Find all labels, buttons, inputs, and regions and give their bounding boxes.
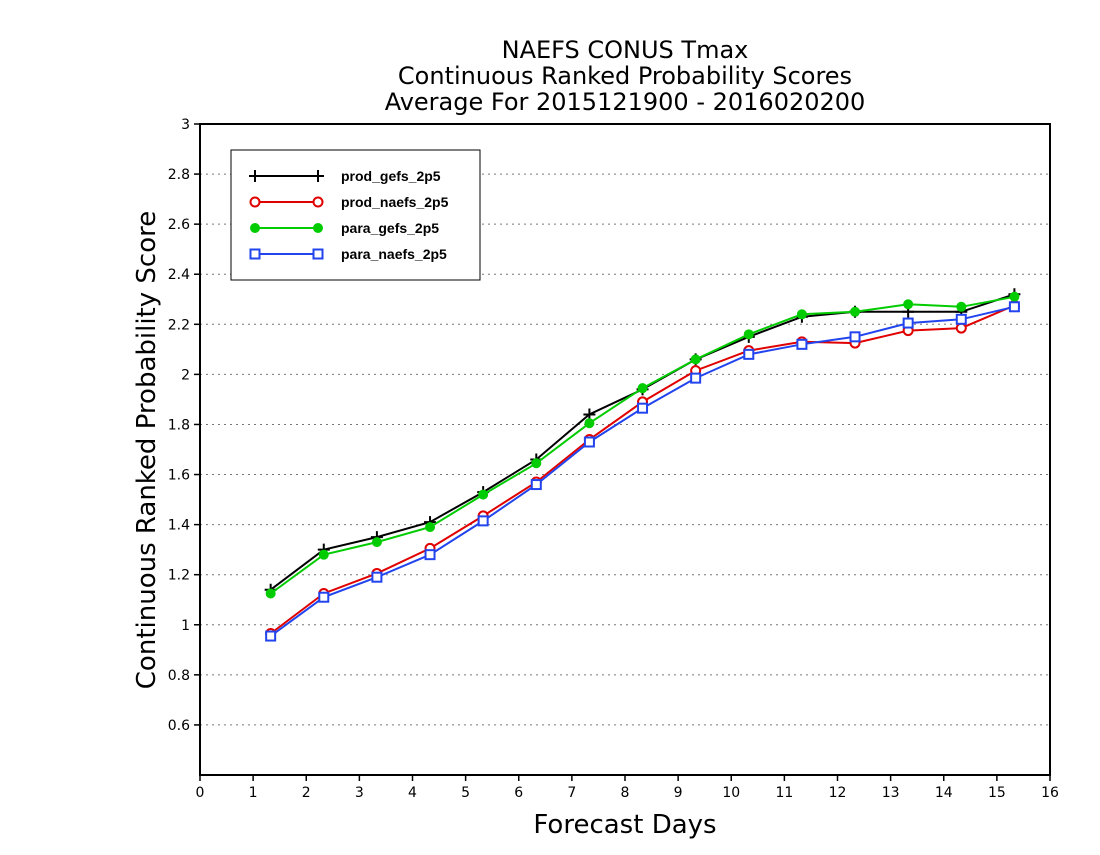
x-axis-title: Forecast Days <box>533 810 716 840</box>
data-point-prod_naefs_2p5 <box>955 322 967 334</box>
data-point-para_naefs_2p5 <box>637 402 649 414</box>
x-tick-label: 12 <box>829 785 847 801</box>
legend-label-para_naefs_2p5: para_naefs_2p5 <box>341 246 447 262</box>
data-point-para_gefs_2p5 <box>318 549 329 560</box>
y-tick-label: 3 <box>181 117 190 133</box>
chart-title-line-2: Continuous Ranked Probability Scores <box>398 62 852 90</box>
data-point-para_naefs_2p5 <box>955 313 967 325</box>
legend-label-prod_gefs_2p5: prod_gefs_2p5 <box>341 168 441 184</box>
y-tick-label: 2.8 <box>168 167 190 183</box>
chart-title-group: NAEFS CONUS Tmax Continuous Ranked Proba… <box>385 36 866 116</box>
data-point-para_naefs_2p5 <box>743 348 755 360</box>
x-tick-label: 15 <box>988 785 1006 801</box>
data-point-para_naefs_2p5 <box>690 372 702 384</box>
y-tick-label: 1.2 <box>168 568 190 584</box>
data-point-para_gefs_2p5 <box>796 309 807 320</box>
y-tick-label: 2.4 <box>168 267 190 283</box>
x-tick-label: 2 <box>302 785 311 801</box>
data-point-para_naefs_2p5 <box>902 317 914 329</box>
data-point-para_gefs_2p5 <box>690 354 701 365</box>
y-tick-label: 1.4 <box>168 518 190 534</box>
x-tick-label: 7 <box>567 785 576 801</box>
x-tick-label: 3 <box>355 785 364 801</box>
chart-title-line-3: Average For 2015121900 - 2016020200 <box>385 88 866 116</box>
chart-title-line-1: NAEFS CONUS Tmax <box>502 36 749 64</box>
data-point-para_gefs_2p5 <box>584 418 595 429</box>
data-point-para_naefs_2p5 <box>318 591 330 603</box>
axis-ticks: 0.60.811.21.41.61.822.22.42.62.830 1 2 3 4 5 6… <box>168 117 1059 801</box>
data-point-para_gefs_2p5 <box>1009 291 1020 302</box>
data-point-para_naefs_2p5 <box>530 479 542 491</box>
data-point-para_gefs_2p5 <box>371 537 382 548</box>
data-point-para_naefs_2p5 <box>796 338 808 350</box>
series-para_naefs_2p5 <box>265 301 1020 642</box>
data-point-para_gefs_2p5 <box>850 306 861 317</box>
data-point-para_gefs_2p5 <box>478 489 489 500</box>
data-point-para_gefs_2p5 <box>743 329 754 340</box>
data-point-para_naefs_2p5 <box>371 571 383 583</box>
y-axis-title: Continuous Ranked Probability Score <box>132 211 162 689</box>
x-tick-label: 14 <box>935 785 953 801</box>
x-tick-label: 5 <box>461 785 470 801</box>
legend-marker-prod_gefs_2p5 <box>312 170 324 182</box>
x-tick-label: 0 <box>196 785 205 801</box>
data-point-para_gefs_2p5 <box>956 301 967 312</box>
data-point-para_naefs_2p5 <box>477 515 489 527</box>
legend-marker-prod_naefs_2p5 <box>249 196 261 208</box>
data-point-para_naefs_2p5 <box>265 630 277 642</box>
x-tick-label: 9 <box>674 785 683 801</box>
series-para_gefs_2p5 <box>265 291 1020 599</box>
series-line-para_gefs_2p5 <box>270 295 1015 595</box>
legend-marker-prod_naefs_2p5 <box>312 196 324 208</box>
data-point-para_naefs_2p5 <box>849 331 861 343</box>
x-tick-label: 1 <box>249 785 258 801</box>
data-point-para_gefs_2p5 <box>903 299 914 310</box>
data-point-para_gefs_2p5 <box>425 522 436 533</box>
legend-marker-para_naefs_2p5 <box>312 248 324 260</box>
series-line-prod_naefs_2p5 <box>270 304 1015 635</box>
y-tick-label: 2 <box>181 367 190 383</box>
series-group <box>264 288 1021 642</box>
legend-marker-para_gefs_2p5 <box>313 223 323 233</box>
y-tick-label: 2.2 <box>168 317 190 333</box>
gridlines <box>200 173 1050 726</box>
x-tick-label: 11 <box>775 785 793 801</box>
legend-marker-para_naefs_2p5 <box>249 248 261 260</box>
data-point-para_naefs_2p5 <box>1008 301 1020 313</box>
data-point-para_naefs_2p5 <box>424 549 436 561</box>
data-point-para_gefs_2p5 <box>265 588 276 599</box>
series-line-prod_gefs_2p5 <box>270 293 1015 591</box>
y-tick-label: 1.6 <box>168 468 190 484</box>
series-prod_naefs_2p5 <box>265 300 1020 640</box>
y-tick-label: 2.6 <box>168 217 190 233</box>
legend-box <box>230 149 481 281</box>
data-point-para_naefs_2p5 <box>583 436 595 448</box>
y-tick-label: 1 <box>181 618 190 634</box>
x-tick-label: 4 <box>408 785 417 801</box>
legend: prod_gefs_2p5 prod_naefs_2p5 para_gefs_2p5… <box>230 149 481 281</box>
x-tick-label: 16 <box>1041 785 1059 801</box>
x-tick-label: 10 <box>722 785 740 801</box>
series-line-para_naefs_2p5 <box>270 305 1015 637</box>
x-tick-label: 6 <box>514 785 523 801</box>
y-tick-label: 0.6 <box>168 718 190 734</box>
y-tick-label: 1.8 <box>168 417 190 433</box>
y-tick-label: 0.8 <box>168 668 190 684</box>
legend-marker-prod_gefs_2p5 <box>249 170 261 182</box>
data-point-para_gefs_2p5 <box>531 458 542 469</box>
data-point-para_gefs_2p5 <box>637 383 648 394</box>
legend-label-prod_naefs_2p5: prod_naefs_2p5 <box>341 194 449 210</box>
x-tick-label: 13 <box>882 785 900 801</box>
legend-label-para_gefs_2p5: para_gefs_2p5 <box>341 220 439 236</box>
legend-marker-para_gefs_2p5 <box>250 223 260 233</box>
x-tick-label: 8 <box>621 785 630 801</box>
